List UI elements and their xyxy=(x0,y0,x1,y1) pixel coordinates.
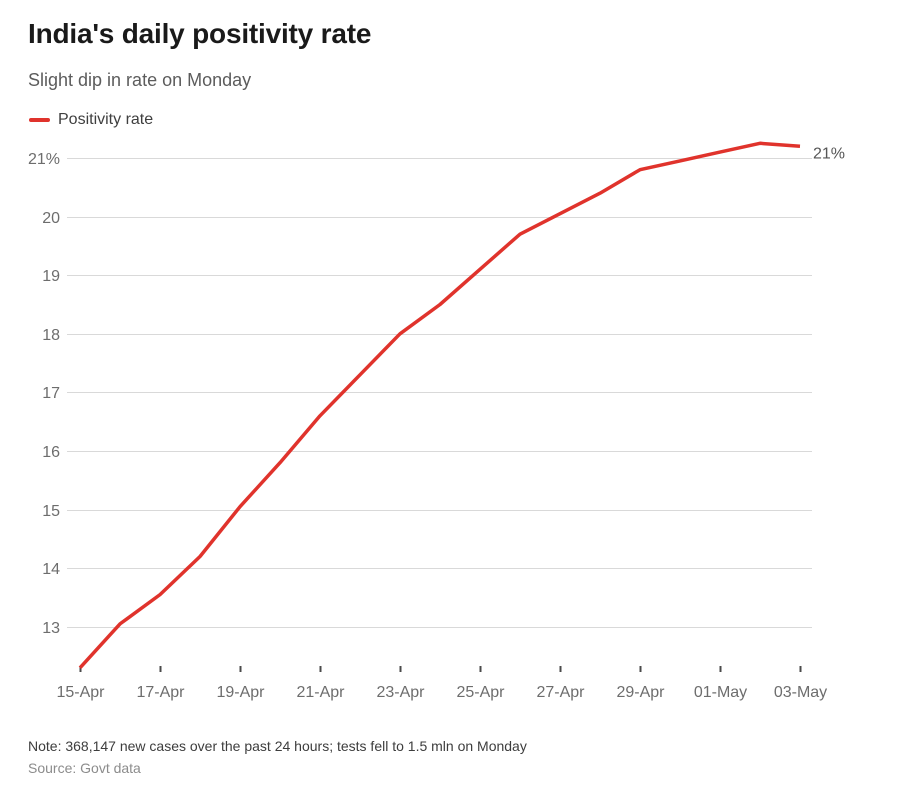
y-axis-label: 18 xyxy=(42,327,60,344)
chart-note: Note: 368,147 new cases over the past 24… xyxy=(28,738,527,754)
x-axis-label: 03-May xyxy=(774,684,827,701)
chart-subtitle: Slight dip in rate on Monday xyxy=(28,70,252,90)
legend: Positivity rate xyxy=(29,111,153,129)
x-axis-label: 19-Apr xyxy=(216,684,265,701)
page-title: India's daily positivity rate xyxy=(28,18,372,49)
x-axis-label: 27-Apr xyxy=(536,684,585,701)
x-axis-label: 29-Apr xyxy=(616,684,665,701)
legend-line-swatch xyxy=(29,118,50,122)
chart-source: Source: Govt data xyxy=(28,760,141,776)
legend-label: Positivity rate xyxy=(58,111,154,128)
y-axis-label: 21% xyxy=(28,151,60,168)
x-axis-label: 01-May xyxy=(694,684,747,701)
y-axis-label: 13 xyxy=(42,620,60,637)
x-axis-label: 21-Apr xyxy=(296,684,345,701)
x-axis-label: 17-Apr xyxy=(136,684,185,701)
y-axis-label: 14 xyxy=(42,561,60,578)
y-axis-label: 19 xyxy=(42,268,60,285)
y-axis-label: 16 xyxy=(42,444,60,461)
positivity-rate-line xyxy=(78,141,801,669)
y-axis-label: 17 xyxy=(42,385,60,402)
x-axis-label: 15-Apr xyxy=(56,684,105,701)
y-axis-label: 20 xyxy=(42,210,60,227)
x-axis-label: 25-Apr xyxy=(456,684,505,701)
line-end-value-label: 21% xyxy=(813,145,845,162)
y-axis-label: 15 xyxy=(42,503,60,520)
x-axis-label: 23-Apr xyxy=(376,684,425,701)
